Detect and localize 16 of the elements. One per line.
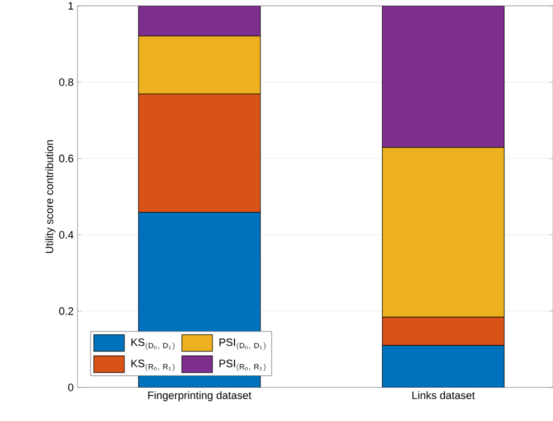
x-tick-label: Links dataset (412, 391, 475, 400)
y-tick-label: 1 (68, 2, 74, 10)
y-axis-title: Utility score contribution (45, 140, 56, 254)
y-tick-label: 0.6 (59, 154, 74, 162)
y-tick-label: 0.2 (59, 307, 74, 316)
x-tick-label: Fingerprinting dataset (148, 391, 252, 402)
legend-label: $\mathrm{PSI}_{(\mathrm{R}_0,\ \mathrm{R}_1)}$ (220, 360, 266, 372)
bar (382, 6, 505, 148)
bar (138, 6, 261, 36)
y-tick-label: 0.4 (59, 231, 74, 239)
bar (382, 345, 505, 388)
y-tick-label: 0 (68, 384, 74, 392)
y-tick-label: 0.8 (59, 78, 74, 86)
legend-label: $\mathrm{PSI}_{(\mathrm{D}_0,\ \mathrm{D}_1)}$ (220, 338, 266, 350)
legend-label: $\mathrm{KS}_{(\mathrm{R}_0,\ \mathrm{R}_1)}$ (131, 360, 174, 372)
legend-label: $\mathrm{KS}_{(\mathrm{D}_0,\ \mathrm{D}_1)}$ (131, 338, 174, 350)
